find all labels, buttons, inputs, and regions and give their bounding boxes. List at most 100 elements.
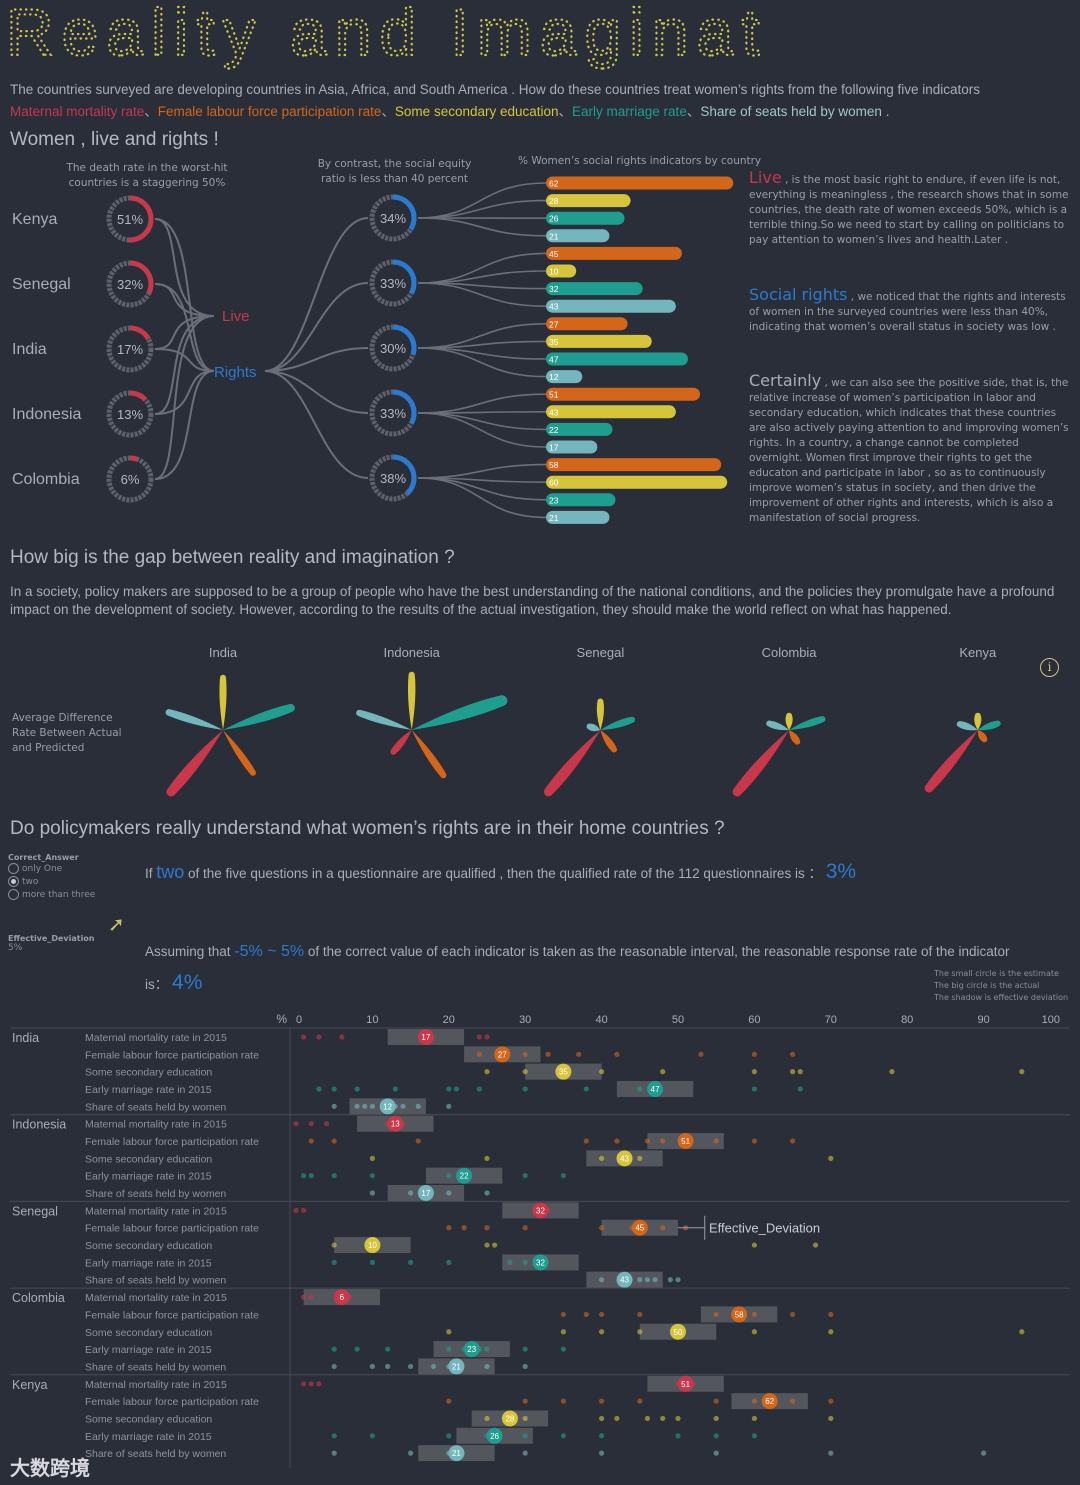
estimate-dot (408, 1363, 414, 1370)
actual-value: 35 (559, 1068, 568, 1077)
estimate-dot (667, 1277, 673, 1283)
bar-value: 43 (549, 407, 559, 417)
estimate-dot (583, 1086, 589, 1092)
info-icon[interactable]: i (1040, 658, 1059, 677)
petal-teal (977, 720, 1001, 731)
estimate-dot (790, 1138, 796, 1144)
estimate-dot (331, 1103, 337, 1109)
bar-value: 10 (549, 267, 559, 277)
estimate-dot (644, 1138, 651, 1144)
estimate-dot (446, 1086, 452, 1092)
separator: 、 (144, 104, 158, 119)
actual-value: 26 (490, 1432, 499, 1441)
estimate-dot (492, 1242, 498, 1248)
radio-option[interactable]: more than three (8, 888, 95, 901)
estimate-dot (331, 1086, 337, 1092)
actual-value: 32 (536, 1258, 545, 1267)
petal-teal (600, 716, 636, 730)
estimate-dot (354, 1103, 360, 1109)
tooltip-label: Effective_Deviation (709, 1221, 820, 1236)
estimate-dot (354, 1086, 360, 1092)
estimate-dot (675, 1277, 681, 1283)
estimate-dot (446, 1329, 452, 1335)
indicator-label: Early marriage rate in 2015 (85, 1431, 212, 1443)
commentary-keyword: Social rights (749, 285, 848, 304)
equity-ring-fill (369, 194, 417, 242)
bar-chart-title: % Women’s social rights indicators by co… (518, 155, 762, 167)
estimate-dot (430, 1363, 437, 1370)
equity-ring-fill (369, 454, 417, 502)
estimate-dot (385, 1346, 391, 1352)
indicator-bar (546, 194, 631, 208)
actual-dot (417, 1185, 434, 1202)
estimate-dot (637, 1329, 643, 1335)
question-2: Assuming that -5% ~ 5% of the correct va… (145, 943, 1010, 994)
estimate-dot (614, 1138, 620, 1144)
estimate-dot (301, 1207, 307, 1213)
petal-red (543, 730, 601, 797)
indicator-label: Early marriage rate in 2015 (85, 1084, 212, 1096)
actual-dot (761, 1393, 778, 1410)
indicator-label: Maternal mortality rate in 2015 (85, 1379, 227, 1391)
petal-lightteal (356, 709, 412, 730)
estimate-dot (331, 1259, 337, 1265)
bar-value: 32 (549, 284, 559, 294)
estimate-dot (614, 1051, 620, 1057)
bar-value: 47 (549, 355, 559, 365)
estimate-dot (522, 1225, 528, 1231)
flower-country-label: Senegal (577, 645, 625, 660)
estimate-dot (308, 1121, 314, 1127)
effective-deviation-filter[interactable]: Effective_Deviation 5% (8, 934, 95, 953)
radio-option[interactable]: two (8, 875, 95, 888)
bar-value: 43 (549, 302, 559, 312)
actual-value: 13 (391, 1120, 400, 1129)
estimate-dot (812, 1242, 819, 1248)
death-rate-ring-fill (106, 455, 154, 503)
estimate-dot (751, 1242, 758, 1248)
estimate-dot (790, 1311, 796, 1318)
estimate-dot (751, 1069, 758, 1075)
actual-value: 51 (681, 1380, 690, 1389)
x-tick-label: 10 (366, 1014, 378, 1026)
estimate-dot (599, 1155, 605, 1161)
indicator-label: Maternal mortality rate in 2015 (85, 1292, 227, 1304)
estimate-dot (476, 1034, 482, 1040)
estimate-dot (790, 1051, 796, 1057)
estimate-dot (400, 1103, 406, 1109)
country-label: Colombia (12, 471, 80, 488)
death-rate-ring-fill (106, 390, 154, 438)
actual-dot (532, 1254, 549, 1271)
petal-lightteal (586, 723, 601, 732)
estimate-dot (637, 1398, 643, 1404)
estimate-dot (522, 1450, 528, 1456)
radio-option[interactable]: only One (8, 862, 95, 875)
actual-value: 43 (620, 1154, 629, 1163)
petal-yellow (407, 671, 416, 730)
indicator-label: Maternal mortality rate in 2015 (85, 1119, 227, 1131)
equity-note: By contrast, the social equity ratio is … (317, 158, 472, 185)
flower-country-label: India (209, 645, 238, 660)
estimate-dot (660, 1069, 666, 1075)
estimate-dot (599, 1433, 605, 1439)
estimate-dot (644, 1415, 651, 1422)
estimate-dot (484, 1415, 490, 1422)
estimate-dot (828, 1415, 834, 1422)
commentary-keyword: Live (749, 168, 782, 187)
actual-dot (417, 1029, 434, 1045)
estimate-dot (522, 1173, 528, 1179)
estimate-dot (385, 1363, 391, 1370)
estimate-dot (323, 1121, 330, 1127)
estimate-dot (453, 1086, 460, 1092)
estimate-dot (583, 1311, 589, 1318)
estimate-dot (828, 1398, 834, 1404)
bar-value: 60 (549, 478, 559, 488)
estimate-dot (331, 1433, 337, 1439)
estimate-dot (316, 1034, 322, 1040)
estimate-dot (331, 1363, 337, 1370)
x-tick-label: 60 (748, 1014, 760, 1026)
actual-dot (486, 1427, 503, 1444)
bar-value: 22 (549, 425, 559, 435)
estimate-dot (484, 1069, 490, 1075)
indicator-label-4: Share of seats held by women (700, 104, 882, 119)
estimate-dot (408, 1450, 414, 1456)
